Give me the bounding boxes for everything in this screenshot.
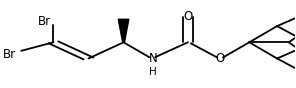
Text: O: O — [183, 10, 192, 23]
Text: Br: Br — [38, 15, 51, 28]
Text: N: N — [148, 52, 157, 65]
Text: Br: Br — [3, 48, 16, 61]
Text: H: H — [149, 67, 157, 77]
Text: O: O — [215, 52, 225, 65]
Polygon shape — [118, 19, 129, 42]
